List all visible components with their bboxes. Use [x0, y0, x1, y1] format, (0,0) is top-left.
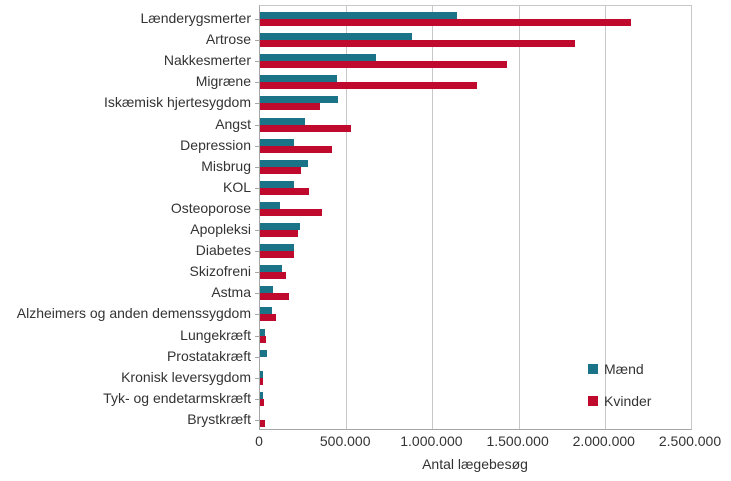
- bar-maend: [260, 138, 295, 146]
- category-label: Migræne: [195, 73, 251, 90]
- gridline: [432, 6, 434, 429]
- bar-maend: [260, 223, 300, 230]
- category-label: Brystkræft: [187, 410, 251, 427]
- category-label: Tyk- og endetarmskræft: [103, 389, 251, 406]
- x-axis-tick-label: 1.500.000: [486, 433, 549, 449]
- bar-kvinder: [260, 335, 267, 343]
- y-axis-tick: [255, 356, 260, 358]
- bar-maend: [260, 370, 264, 378]
- plot-area: [255, 5, 692, 430]
- y-axis-tick: [255, 124, 260, 126]
- legend-swatch-kvinder: [588, 396, 598, 406]
- bar-maend: [260, 159, 309, 167]
- category-label: Iskæmisk hjertesygdom: [103, 94, 251, 111]
- bar-kvinder: [260, 419, 266, 427]
- bar-kvinder: [260, 19, 631, 26]
- bar-kvinder: [260, 314, 277, 322]
- bar-kvinder: [260, 230, 298, 237]
- bar-kvinder: [260, 293, 290, 301]
- bar-kvinder: [260, 61, 507, 69]
- bar-kvinder: [260, 103, 321, 111]
- legend-item-maend: Mænd: [588, 361, 644, 377]
- bar-maend: [260, 349, 267, 357]
- y-axis-tick: [255, 293, 260, 295]
- category-label: Osteoporose: [170, 199, 251, 216]
- x-axis-tick-label: 500.000: [319, 433, 371, 449]
- y-axis-tick: [255, 103, 260, 105]
- bar-maend: [260, 117, 305, 125]
- category-label: Kronisk leversygdom: [121, 368, 251, 385]
- bar-maend: [260, 307, 273, 315]
- category-label: Nakkesmerter: [163, 52, 251, 69]
- bar-kvinder: [260, 166, 301, 174]
- bar-kvinder: [260, 251, 294, 259]
- category-label: Apopleksi: [190, 221, 251, 237]
- category-label: KOL: [222, 178, 251, 195]
- category-label: Artrose: [205, 31, 251, 48]
- y-axis-tick: [255, 82, 260, 84]
- bar-maend: [260, 391, 264, 399]
- category-label: Lænderygsmerter: [140, 10, 252, 26]
- bar-maend: [260, 286, 273, 294]
- y-axis-tick: [255, 40, 260, 42]
- bar-kvinder: [260, 40, 576, 48]
- x-axis-tick-label: 0: [255, 433, 263, 449]
- y-axis-tick: [255, 419, 260, 421]
- legend-label-maend: Mænd: [604, 361, 644, 377]
- category-label: Astma: [211, 284, 251, 301]
- x-axis-tick-label: 1.000.000: [400, 433, 463, 449]
- legend-label-kvinder: Kvinder: [604, 393, 652, 409]
- bar-maend: [260, 75, 337, 83]
- y-axis-tick: [255, 166, 260, 168]
- y-axis-tick: [255, 377, 260, 379]
- y-axis-tick: [255, 61, 260, 63]
- y-axis-tick: [255, 314, 260, 316]
- bar-maend: [260, 96, 338, 104]
- category-label: Depression: [180, 136, 251, 153]
- x-axis-tick-label: 2.000.000: [572, 433, 635, 449]
- bar-kvinder: [260, 124, 351, 132]
- bar-kvinder: [260, 187, 310, 195]
- bar-kvinder: [260, 272, 286, 280]
- bar-kvinder: [260, 398, 265, 406]
- gridline: [518, 6, 520, 429]
- y-axis-tick: [255, 398, 260, 400]
- category-label: Angst: [215, 115, 251, 132]
- bar-maend: [260, 12, 457, 19]
- bar-kvinder: [260, 208, 323, 216]
- x-axis-tick-label: 2.500.000: [658, 433, 722, 449]
- y-axis-tick: [255, 230, 260, 231]
- gridline: [346, 6, 348, 429]
- legend-swatch-maend: [588, 364, 598, 374]
- gridline: [604, 6, 606, 429]
- bar-maend: [260, 244, 295, 252]
- y-axis-tick: [255, 208, 260, 210]
- category-label: Lungekræft: [180, 326, 251, 343]
- y-axis-tick: [255, 272, 260, 274]
- y-axis-tick: [255, 251, 260, 253]
- category-label: Skizofreni: [189, 263, 251, 280]
- bar-kvinder: [260, 377, 264, 385]
- x-axis-title: Antal lægebesøg: [422, 456, 528, 472]
- category-label: Diabetes: [195, 242, 251, 259]
- bar-maend: [260, 328, 266, 336]
- category-label: Alzheimers og anden demenssygdom: [16, 305, 251, 322]
- y-axis-tick: [255, 187, 260, 189]
- legend-item-kvinder: Kvinder: [588, 393, 651, 409]
- bar-maend: [260, 54, 377, 62]
- category-label: Prostatakræft: [166, 347, 251, 364]
- bar-maend: [260, 265, 282, 273]
- category-label: Misbrug: [201, 157, 251, 174]
- bar-maend: [260, 180, 295, 188]
- bar-maend: [260, 33, 412, 41]
- y-axis-tick: [255, 335, 260, 337]
- bar-kvinder: [260, 82, 478, 90]
- y-axis-tick: [255, 19, 260, 20]
- bar-maend: [260, 201, 280, 209]
- bar-kvinder: [260, 145, 332, 153]
- y-axis-tick: [255, 145, 260, 147]
